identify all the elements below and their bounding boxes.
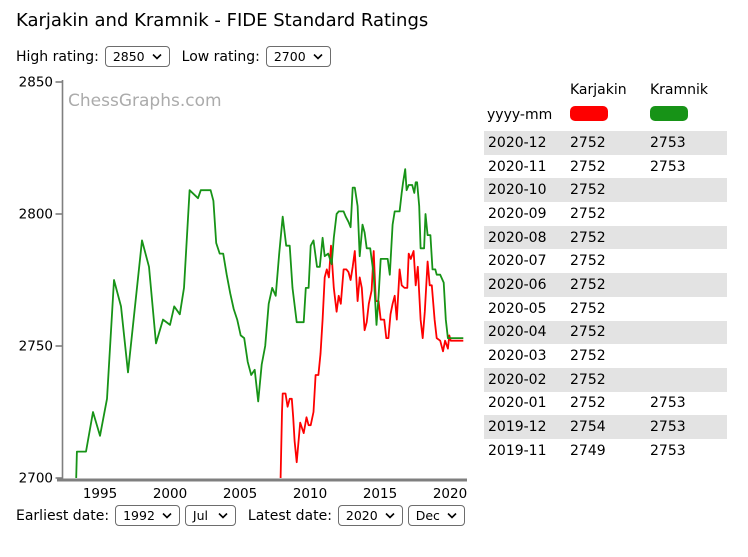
low-rating-select[interactable]: 2700 [265, 46, 331, 67]
row-date: 2020-04 [488, 324, 547, 341]
chevron-down-icon [162, 512, 172, 519]
latest-month-select[interactable]: Dec [407, 505, 465, 526]
high-rating-value: 2850 [112, 49, 145, 64]
row-date: 2019-12 [488, 419, 547, 436]
x-tick-label: 2020 [433, 486, 467, 502]
chevron-down-icon [152, 53, 162, 60]
table-row: 2020-07 2752 [484, 249, 727, 273]
row-date: 2020-03 [488, 348, 547, 365]
page-title: Karjakin and Kramnik - FIDE Standard Rat… [16, 10, 429, 31]
table-row: 2020-05 2752 [484, 297, 727, 321]
x-tick-label: 2005 [223, 486, 257, 502]
earliest-year-value: 1992 [123, 508, 155, 523]
earliest-month-value: Jul [192, 508, 208, 523]
low-rating-value: 2700 [273, 49, 306, 64]
ratings-line-chart: ChessGraphs.com 2850 2800 2750 2700 1995 2000 2… [19, 75, 468, 503]
earliest-date-label: Earliest date: [16, 507, 110, 524]
row-date: 2020-11 [488, 158, 547, 175]
table-row: 2020-12 2752 2753 [484, 131, 727, 155]
table-row: 2019-11 2749 2753 [484, 439, 727, 463]
row-kramnik-rating: 2753 [650, 134, 686, 151]
row-date: 2020-06 [488, 276, 547, 293]
row-date: 2020-09 [488, 205, 547, 222]
row-karjakin-rating: 2752 [570, 229, 606, 246]
row-date: 2020-05 [488, 300, 547, 317]
row-karjakin-rating: 2752 [570, 253, 606, 270]
y-tick-label: 2850 [19, 75, 53, 91]
row-kramnik-rating: 2753 [650, 395, 686, 412]
table-row: 2020-11 2752 2753 [484, 155, 727, 179]
y-tick-label: 2750 [19, 339, 53, 355]
y-tick-label: 2700 [19, 471, 53, 487]
row-karjakin-rating: 2752 [570, 395, 606, 412]
row-date: 2019-11 [488, 442, 547, 459]
row-karjakin-rating: 2752 [570, 324, 606, 341]
table-row: 2020-06 2752 [484, 273, 727, 297]
table-row: 2020-01 2752 2753 [484, 392, 727, 416]
y-tick-label: 2800 [19, 207, 53, 223]
chevron-down-icon [385, 512, 395, 519]
table-row: 2020-03 2752 [484, 344, 727, 368]
date-range-controls: Earliest date: 1992 Jul Latest date: 202… [16, 505, 465, 526]
row-kramnik-rating: 2753 [650, 442, 686, 459]
row-date: 2020-01 [488, 395, 547, 412]
kramnik-legend-swatch [650, 106, 688, 121]
x-tick-label: 2010 [293, 486, 327, 502]
chevron-down-icon [218, 512, 228, 519]
x-tick-label: 2000 [153, 486, 187, 502]
date-column-header: yyyy-mm [487, 107, 553, 123]
row-date: 2020-07 [488, 253, 547, 270]
table-row: 2019-12 2754 2753 [484, 415, 727, 439]
row-karjakin-rating: 2752 [570, 348, 606, 365]
row-karjakin-rating: 2752 [570, 205, 606, 222]
table-row: 2020-02 2752 [484, 367, 727, 392]
row-date: 2020-12 [488, 134, 547, 151]
chevron-down-icon [447, 512, 457, 519]
row-kramnik-rating: 2753 [650, 158, 686, 175]
row-karjakin-rating: 2754 [570, 419, 606, 436]
karjakin-rating-line [279, 244, 464, 479]
latest-year-value: 2020 [345, 508, 378, 523]
table-col-header-karjakin: Karjakin [570, 82, 627, 98]
row-date: 2020-02 [488, 371, 547, 388]
table-col-header-kramnik: Kramnik [650, 82, 709, 98]
latest-year-select[interactable]: 2020 [337, 505, 403, 526]
row-karjakin-rating: 2752 [570, 371, 606, 388]
row-karjakin-rating: 2752 [570, 158, 606, 175]
kramnik-rating-line [75, 168, 464, 479]
high-rating-select[interactable]: 2850 [104, 46, 170, 67]
table-row: 2020-10 2752 [484, 178, 727, 203]
row-karjakin-rating: 2752 [570, 182, 606, 199]
x-tick-label: 2015 [363, 486, 397, 502]
low-rating-label: Low rating: [181, 48, 260, 65]
table-row: 2020-09 2752 [484, 202, 727, 226]
x-tick-label: 1995 [83, 486, 117, 502]
earliest-month-select[interactable]: Jul [184, 505, 236, 526]
rating-range-controls: High rating: 2850 Low rating: 2700 [16, 46, 331, 67]
high-rating-label: High rating: [16, 48, 99, 65]
table-row: 2020-04 2752 [484, 320, 727, 345]
row-karjakin-rating: 2752 [570, 276, 606, 293]
latest-month-value: Dec [415, 508, 440, 523]
row-date: 2020-08 [488, 229, 547, 246]
row-karjakin-rating: 2752 [570, 134, 606, 151]
latest-date-label: Latest date: [247, 507, 332, 524]
row-date: 2020-10 [488, 182, 547, 199]
table-row: 2020-08 2752 [484, 225, 727, 250]
karjakin-legend-swatch [570, 106, 608, 121]
row-karjakin-rating: 2752 [570, 300, 606, 317]
chevron-down-icon [313, 53, 323, 60]
watermark: ChessGraphs.com [68, 91, 222, 111]
ratings-table: 2020-12 2752 2753 2020-11 2752 2753 2020-10 275… [484, 131, 727, 463]
earliest-year-select[interactable]: 1992 [115, 505, 180, 526]
row-kramnik-rating: 2753 [650, 419, 686, 436]
row-karjakin-rating: 2749 [570, 442, 606, 459]
